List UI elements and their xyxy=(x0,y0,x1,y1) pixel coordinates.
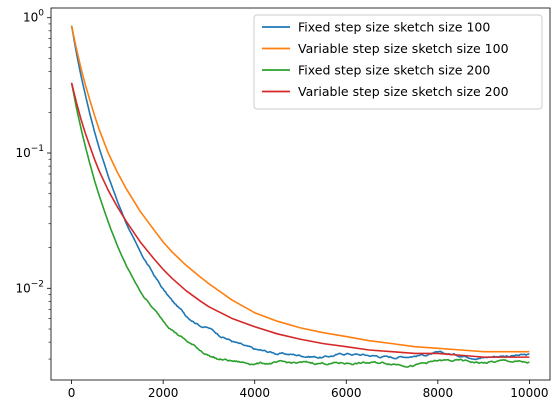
y-tick-label: 10−1 xyxy=(15,144,44,160)
x-tick-label: 8000 xyxy=(423,386,454,400)
plot-area xyxy=(70,25,530,368)
legend: Fixed step size sketch size 100 Variable … xyxy=(253,14,543,110)
legend-label: Fixed step size sketch size 200 xyxy=(298,63,490,78)
series-line-2 xyxy=(70,25,530,353)
legend-label: Fixed step size sketch size 100 xyxy=(298,20,490,35)
x-tick-label: 10000 xyxy=(510,386,548,400)
x-tick-label: 6000 xyxy=(331,386,362,400)
x-tick-label: 0 xyxy=(68,386,76,400)
series-line-4 xyxy=(70,82,530,358)
y-tick-label: 100 xyxy=(23,9,44,25)
series-line-3 xyxy=(70,82,530,368)
legend-label: Variable step size sketch size 200 xyxy=(298,84,509,99)
axes: 0 2000 4000 6000 8000 10000 100 10−1 10−2 xyxy=(15,7,551,400)
y-tick-label: 10−2 xyxy=(15,279,44,295)
legend-label: Variable step size sketch size 100 xyxy=(298,41,509,56)
legend-box xyxy=(253,14,543,110)
x-tick-label: 4000 xyxy=(239,386,270,400)
x-tick-label: 2000 xyxy=(148,386,179,400)
